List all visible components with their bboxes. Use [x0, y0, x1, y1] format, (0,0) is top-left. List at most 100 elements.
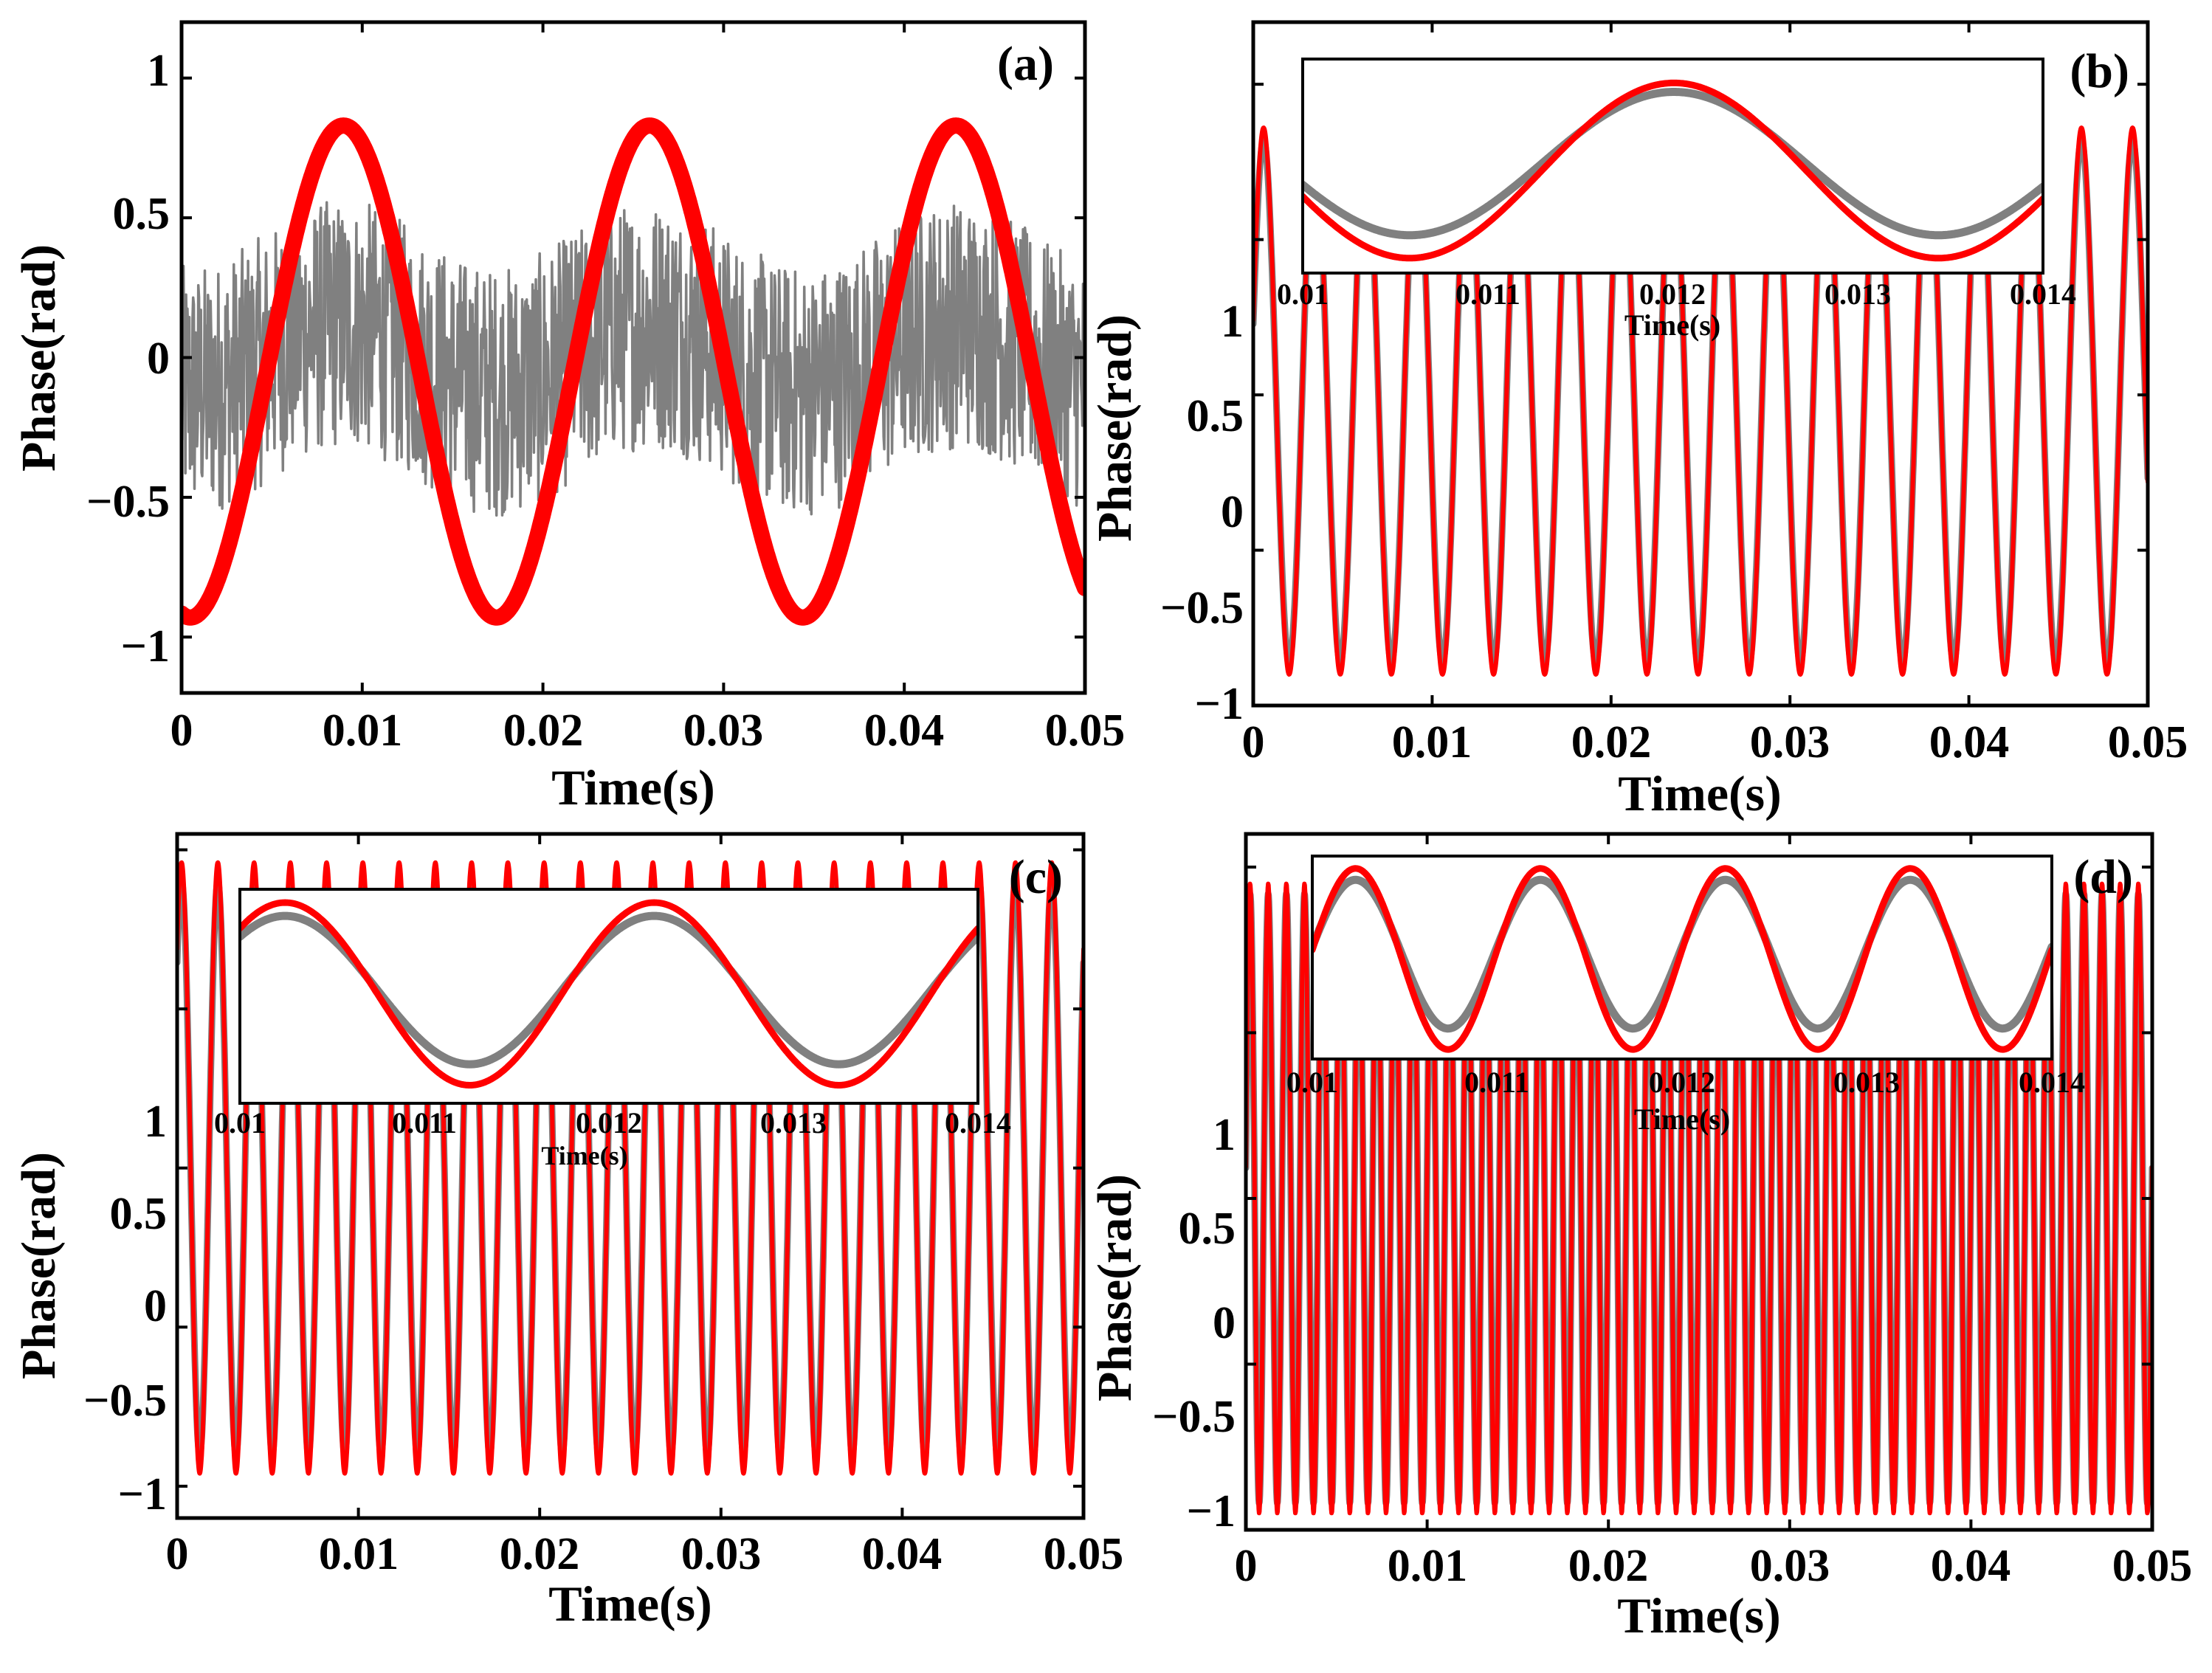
- series-a-measured-line: [182, 201, 1085, 517]
- y-label-b: Phase(rad): [1088, 314, 1142, 542]
- inset-b-frame: [1301, 58, 2044, 275]
- inset-b-fit-line: [1303, 79, 2043, 262]
- x-tick-a-0.05: 0.05: [1045, 706, 1126, 756]
- x-tick-b-0.01: 0.01: [1392, 717, 1472, 767]
- inset-c-x-tick-0.011: 0.011: [392, 1106, 457, 1139]
- x-tick-c-0.01: 0.01: [319, 1529, 399, 1579]
- y-label-a: Phase(rad): [12, 244, 66, 472]
- y-tick-b-neg0.5: −0.5: [1160, 583, 1244, 633]
- x-tick-c-0.04: 0.04: [862, 1529, 943, 1579]
- x-tick-d-0.04: 0.04: [1931, 1541, 2011, 1591]
- y-tick-c-neg0.5: −0.5: [83, 1376, 167, 1426]
- x-label-c: Time(s): [548, 1576, 712, 1632]
- inset-d-x-tick-0.013: 0.013: [1833, 1066, 1900, 1099]
- inset-d-x-tick-0.014: 0.014: [2019, 1066, 2085, 1099]
- y-tick-b-0: 0: [1221, 487, 1244, 537]
- inset-c-x-tick-0.013: 0.013: [760, 1106, 827, 1139]
- inset-b-x-tick-0.01: 0.01: [1277, 277, 1329, 311]
- x-label-b: Time(s): [1618, 765, 1782, 821]
- y-tick-c-1: 1: [144, 1097, 167, 1147]
- y-tick-d-neg0.5: −0.5: [1152, 1392, 1236, 1442]
- plot-b-frame: [1251, 20, 2150, 708]
- inset-b-measured-line: [1303, 88, 2043, 240]
- ticks-b: [1252, 22, 2149, 707]
- x-tick-d-0.03: 0.03: [1750, 1541, 1830, 1591]
- x-label-a: Time(s): [551, 759, 715, 815]
- panel-d: 0.01 0.011 0.012 0.013 0.014 Time(s) (d)…: [1088, 832, 2193, 1643]
- inset-d-x-tick-0.01: 0.01: [1286, 1066, 1338, 1099]
- y-tick-c-neg1: −1: [118, 1469, 167, 1520]
- inset-c-x-tick-0.012: 0.012: [576, 1106, 642, 1139]
- y-label-c: Phase(rad): [12, 1152, 66, 1379]
- y-tick-d-neg1: −1: [1187, 1486, 1236, 1536]
- y-tick-d-0.5: 0.5: [1179, 1204, 1236, 1254]
- inset-b-x-tick-0.011: 0.011: [1455, 277, 1520, 311]
- x-tick-b-0: 0: [1242, 717, 1265, 767]
- x-tick-a-0.02: 0.02: [503, 706, 584, 756]
- inset-b-x-tick-0.013: 0.013: [1825, 277, 1891, 311]
- plot-b-area: [1253, 125, 2148, 677]
- x-tick-c-0.05: 0.05: [1044, 1529, 1124, 1579]
- x-tick-d-0: 0: [1235, 1541, 1258, 1591]
- y-tick-c-0: 0: [144, 1281, 167, 1331]
- ticks-c: [176, 834, 1085, 1518]
- panel-b: 0.01 0.011 0.012 0.013 0.014 Time(s) (b)…: [1088, 20, 2188, 821]
- inset-c-fit-line: [240, 899, 978, 1089]
- inset-d-x-tick-0.012: 0.012: [1649, 1066, 1715, 1099]
- inset-d-fit-line: [1312, 865, 2052, 1053]
- panel-a: (a) 1 0.5 0 −0.5 −1 0 0.01 0.02 0.03 0.0…: [12, 20, 1126, 815]
- inset-c-plot-area: [240, 889, 978, 1103]
- inset-c-x-tick-0.014: 0.014: [945, 1106, 1011, 1139]
- y-tick-a-neg0.5: −0.5: [86, 477, 170, 527]
- plot-c-frame: [175, 832, 1086, 1520]
- x-tick-c-0.03: 0.03: [681, 1529, 762, 1579]
- x-tick-d-0.01: 0.01: [1388, 1541, 1468, 1591]
- inset-c-x-tick-0.01: 0.01: [214, 1106, 266, 1139]
- inset-d-plot-area: [1312, 856, 2052, 1059]
- y-tick-a-neg1: −1: [121, 621, 170, 672]
- inset-d-frame: [1311, 855, 2053, 1060]
- x-label-d: Time(s): [1617, 1587, 1781, 1643]
- x-tick-b-0.05: 0.05: [2108, 717, 2188, 767]
- x-tick-a-0.03: 0.03: [683, 706, 764, 756]
- ticks-d: [1244, 834, 2154, 1531]
- y-tick-b-neg1: −1: [1195, 679, 1244, 729]
- y-tick-a-0: 0: [147, 334, 170, 384]
- y-label-d: Phase(rad): [1088, 1174, 1142, 1401]
- y-tick-b-0.5: 0.5: [1187, 391, 1244, 441]
- y-tick-a-0.5: 0.5: [113, 189, 170, 239]
- inset-d-x-label: Time(s): [1634, 1103, 1730, 1136]
- y-tick-b-1: 1: [1221, 297, 1244, 347]
- x-tick-a-0.04: 0.04: [864, 706, 945, 756]
- inset-b-x-tick-0.014: 0.014: [2010, 277, 2076, 311]
- inset-c-x-label: Time(s): [541, 1141, 627, 1170]
- y-tick-d-1: 1: [1213, 1110, 1236, 1160]
- y-tick-c-0.5: 0.5: [110, 1189, 168, 1239]
- series-c-fit-line: [177, 860, 1083, 1476]
- inset-b-x-tick-0.012: 0.012: [1639, 277, 1706, 311]
- panel-label-a: (a): [997, 37, 1054, 91]
- x-tick-c-0.02: 0.02: [500, 1529, 580, 1579]
- x-tick-c-0: 0: [166, 1529, 189, 1579]
- panel-label-c: (c): [1009, 850, 1063, 904]
- x-tick-b-0.03: 0.03: [1750, 717, 1830, 767]
- panel-label-b: (b): [2070, 44, 2129, 98]
- series-a-fit-line: [182, 117, 1085, 626]
- x-tick-d-0.05: 0.05: [2112, 1541, 2193, 1591]
- series-b-fit-line: [1253, 125, 2148, 677]
- x-tick-a-0.01: 0.01: [323, 706, 403, 756]
- inset-c-frame: [238, 888, 979, 1105]
- x-tick-a-0: 0: [170, 706, 193, 756]
- x-tick-d-0.02: 0.02: [1568, 1541, 1649, 1591]
- panel-label-d: (d): [2073, 850, 2133, 904]
- panel-c: 0.01 0.011 0.012 0.013 0.014 Time(s) (c)…: [12, 832, 1124, 1632]
- plot-d-frame: [1244, 832, 2154, 1532]
- y-tick-d-0: 0: [1213, 1298, 1236, 1348]
- y-tick-a-1: 1: [147, 46, 170, 96]
- plot-a-area: [182, 117, 1085, 626]
- inset-b-plot-area: [1303, 59, 2043, 273]
- inset-d-x-tick-0.011: 0.011: [1464, 1066, 1529, 1099]
- ticks-a: [180, 22, 1086, 693]
